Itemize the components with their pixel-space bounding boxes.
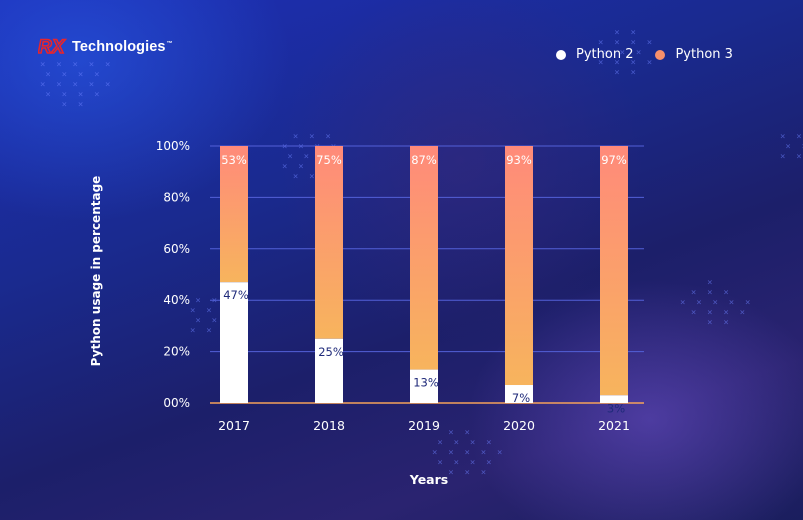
- data-label-python2: 13%: [413, 376, 439, 390]
- y-tick-label: 60%: [163, 242, 190, 256]
- data-label-python3: 93%: [506, 153, 532, 167]
- y-tick-label: 80%: [163, 190, 190, 204]
- x-tick-label: 2020: [503, 418, 535, 433]
- x-tick-label: 2017: [218, 418, 250, 433]
- y-tick-label: 20%: [163, 345, 190, 359]
- x-tick-label: 2021: [598, 418, 630, 433]
- x-tick-label: 2019: [408, 418, 440, 433]
- data-label-python2: 7%: [512, 391, 530, 405]
- bar-python3-2021: [600, 146, 628, 396]
- data-label-python3: 53%: [221, 153, 247, 167]
- bar-python2-2020: [505, 385, 533, 403]
- bar-python2-2021: [600, 395, 628, 403]
- data-label-python2: 47%: [223, 288, 249, 302]
- bar-python2-2019: [410, 369, 438, 403]
- bar-python2-2018: [315, 338, 343, 403]
- legend-label: Python 3: [675, 47, 733, 62]
- y-tick-label: 40%: [163, 293, 190, 307]
- bar-python3-2019: [410, 146, 438, 370]
- brand-name: Technologies™: [72, 39, 173, 55]
- decor-cross-pattern: × × × × × × × × × × × × × × × × × ×: [432, 428, 503, 478]
- legend-label: Python 2: [576, 47, 634, 62]
- legend-item-python2: Python 2: [556, 47, 633, 62]
- legend-dot-python2: [556, 49, 566, 60]
- x-axis-label: Years: [409, 472, 449, 487]
- data-label-python3: 87%: [411, 153, 437, 167]
- decor-cross-pattern: × × × × × × × × × × × × × × ×: [680, 278, 751, 328]
- chart-legend: Python 2 Python 3: [556, 47, 733, 62]
- legend-dot-python3: [655, 49, 666, 60]
- legend-item-python3: Python 3: [655, 47, 733, 62]
- brand-logo: RX Technologies™: [38, 36, 173, 58]
- data-label-python2: 25%: [318, 345, 344, 359]
- y-tick-label: 100%: [156, 139, 190, 153]
- rx-logo-icon: RX: [38, 36, 67, 58]
- data-label-python3: 97%: [601, 153, 627, 167]
- logo-letters: RX: [38, 37, 66, 58]
- bar-python3-2018: [315, 146, 343, 339]
- data-label-python3: 75%: [316, 153, 342, 167]
- bar-python3-2017: [220, 146, 248, 283]
- x-tick-label: 2018: [313, 418, 345, 433]
- decor-cross-pattern: × × × × × ×: [780, 132, 803, 162]
- decor-cross-pattern: × × × × × × × × × × × × × × ×: [598, 28, 653, 78]
- y-tick-label: 00%: [163, 396, 190, 410]
- bar-python3-2020: [505, 146, 533, 386]
- decor-cross-pattern: × × × × × × × × × × × × × × × × × × × ×: [40, 60, 111, 110]
- bar-python2-2017: [220, 282, 248, 403]
- data-label-python2: 3%: [607, 401, 625, 415]
